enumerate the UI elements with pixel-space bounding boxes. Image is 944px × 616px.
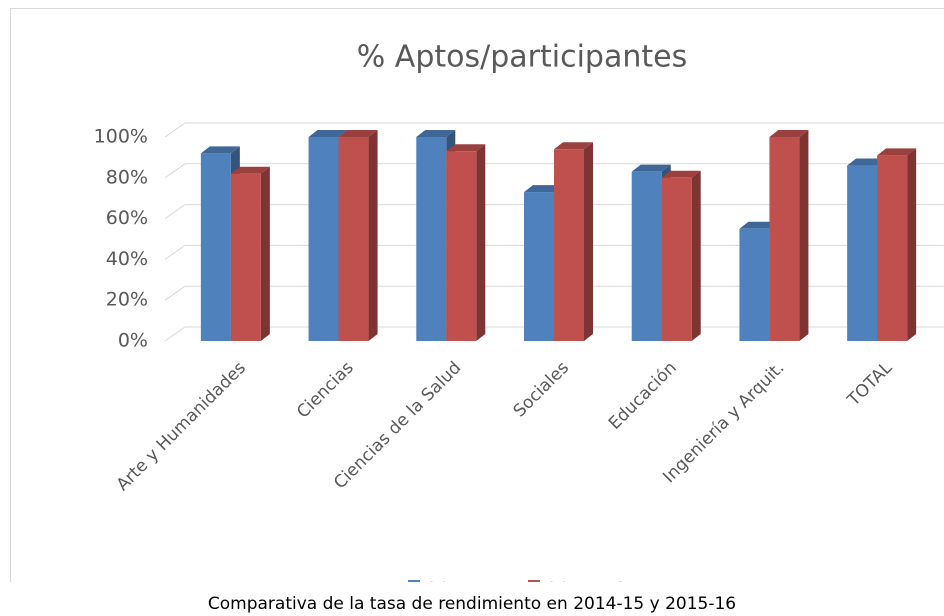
- bar-front: [554, 149, 584, 341]
- bar-front: [631, 171, 662, 341]
- bar-side: [476, 144, 486, 341]
- bar-side: [799, 130, 809, 341]
- bar-top: [416, 130, 456, 137]
- bar: [554, 142, 593, 341]
- legend-swatch: [528, 580, 540, 582]
- bar-top: [524, 185, 563, 193]
- bar-top: [631, 164, 671, 172]
- bar-front: [524, 192, 554, 341]
- y-tick-label: 40%: [106, 248, 148, 270]
- grid-line: [164, 122, 944, 138]
- x-tick-label: Ingeniería y Arquit.: [659, 358, 788, 487]
- x-tick-label: TOTAL: [843, 358, 896, 411]
- bar-front: [661, 177, 692, 341]
- bar-top: [769, 130, 809, 137]
- bar-side: [368, 130, 378, 341]
- bar-front: [200, 153, 231, 341]
- bar-front: [416, 137, 447, 341]
- x-tick-label: Ciencias: [293, 358, 358, 423]
- bar-side: [691, 170, 701, 341]
- legend: 2014-15 2015-16: [408, 579, 625, 601]
- bar-top: [661, 170, 701, 178]
- bar-top: [446, 144, 486, 152]
- bar: [769, 130, 809, 341]
- bar-front: [739, 228, 770, 341]
- legend-label: 2014-15: [426, 579, 505, 601]
- x-tick-label: Sociales: [510, 358, 574, 422]
- bar-top: [230, 166, 270, 174]
- bar: [446, 144, 486, 341]
- bar-front: [338, 137, 369, 341]
- bar-front: [308, 137, 339, 341]
- bar: [230, 166, 270, 341]
- x-tick-label: Educación: [605, 358, 681, 434]
- legend-swatch: [408, 580, 420, 582]
- bar-top: [338, 130, 378, 137]
- bar-front: [769, 137, 800, 341]
- bar-top: [200, 146, 240, 154]
- chart-title: % Aptos/participantes: [357, 40, 687, 75]
- bar-top: [308, 130, 348, 137]
- caption: Comparativa de la tasa de rendimiento en…: [208, 594, 736, 614]
- bar: [338, 130, 378, 341]
- caption-background: [0, 582, 944, 616]
- bar-top: [739, 221, 779, 229]
- grid-line: [164, 163, 944, 179]
- y-tick-label: 20%: [106, 289, 148, 311]
- bar-top: [847, 158, 887, 166]
- bar-front: [877, 155, 908, 341]
- bar-side: [260, 166, 270, 341]
- bar-front: [847, 165, 878, 341]
- bar: [877, 148, 917, 341]
- y-tick-label: 60%: [106, 207, 148, 229]
- bar-front: [230, 173, 261, 341]
- x-tick-label: Arte y Humanidades: [113, 358, 250, 495]
- legend-label: 2015-16: [546, 579, 625, 601]
- y-tick-label: 100%: [94, 126, 148, 148]
- y-tick-label: 80%: [106, 166, 148, 188]
- bar-front: [446, 151, 477, 341]
- bar-side: [584, 142, 593, 341]
- y-tick-label: 0%: [118, 330, 148, 352]
- bar-side: [907, 148, 917, 341]
- bar-top: [554, 142, 593, 150]
- bar: [661, 170, 701, 341]
- bar-top: [877, 148, 917, 156]
